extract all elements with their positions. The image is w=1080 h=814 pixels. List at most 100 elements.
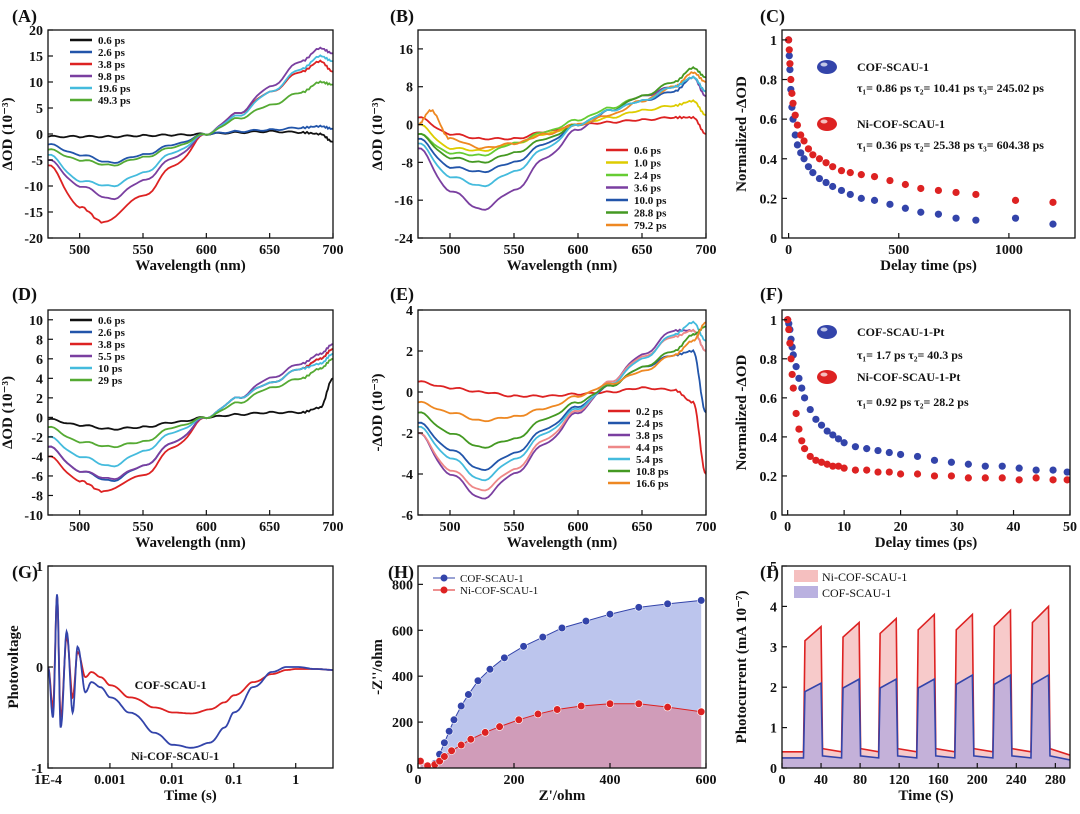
x-tick-label: 650	[259, 520, 280, 535]
legend-label: 3.8 ps	[98, 339, 126, 351]
y-tick-label: -8	[31, 489, 43, 504]
y-tick-label: 0.2	[760, 470, 778, 485]
data-point	[1063, 476, 1070, 484]
data-point	[464, 690, 473, 699]
legend-label: COF-SCAU-1	[822, 586, 891, 600]
x-tick-label: 500	[440, 243, 461, 258]
legend-swatch	[794, 586, 818, 598]
data-point	[785, 36, 793, 44]
legend-label: Ni-COF-SCAU-1	[857, 117, 945, 131]
y-axis-title: ΔOD (10⁻³)	[370, 97, 386, 170]
data-point	[457, 740, 466, 750]
data-point	[473, 676, 483, 685]
x-tick-label: 40	[1007, 520, 1021, 535]
legend-marker	[817, 325, 837, 339]
data-point	[792, 409, 800, 418]
x-tick-label: 1	[292, 773, 299, 788]
panel-c: (C) 0 500 1000 0 0.2 0.4 0.6 0.8 1 Delay time (ps)…	[734, 6, 1076, 274]
data-point	[901, 180, 909, 189]
y-tick-label: 0	[36, 661, 43, 676]
legend-label: 5.5 ps	[98, 351, 126, 363]
y-tick-label: 16	[399, 43, 413, 58]
x-tick-label: 50	[1063, 520, 1077, 535]
data-point	[851, 443, 860, 451]
data-point	[930, 456, 939, 464]
x-tick-label: 0	[784, 520, 791, 535]
x-tick-label: 120	[889, 773, 910, 788]
legend-marker	[440, 574, 448, 582]
legend-label: 16.6 ps	[636, 478, 669, 490]
x-tick-label: 700	[323, 520, 344, 535]
legend-marker-highlight	[820, 372, 828, 377]
plot-area	[48, 46, 333, 224]
y-axis-title: Photovoltage	[6, 625, 22, 709]
plot-area	[785, 36, 1057, 228]
data-point	[812, 415, 820, 423]
series-line	[418, 320, 706, 482]
plot-area	[418, 596, 706, 768]
y-tick-label: 0	[36, 411, 43, 426]
plot-area	[784, 316, 1070, 484]
axes-frame	[781, 565, 1071, 769]
panel-i: (I) 0 40 80 120 160 200 240 280 0 1 2 3 4 5 Time (S) Pho…	[734, 560, 1071, 804]
x-tick-label: 400	[600, 773, 621, 788]
plot-area	[48, 343, 333, 494]
series-line	[418, 321, 706, 423]
panel-h: (H) 0 200 400 600 0 200 400 600 800 Z'/ohm -Z''/ohm…	[370, 562, 717, 804]
x-tick-label: 200	[967, 773, 988, 788]
plot-area	[782, 604, 1070, 768]
data-point	[457, 701, 466, 711]
data-point	[440, 752, 449, 761]
series-line	[418, 325, 706, 449]
y-tick-label: 0	[36, 128, 43, 143]
legend-label: 28.8 ps	[634, 208, 667, 220]
data-point	[934, 210, 943, 218]
x-tick-label: 700	[696, 520, 717, 535]
series-line	[48, 80, 333, 167]
x-tick-label: 600	[568, 520, 589, 535]
data-point	[1032, 466, 1040, 474]
panel-a: (A) 500 550 600 650 700 -20 -15 -10 -5 0 5 10 15 20 Wav…	[0, 6, 344, 274]
data-point	[913, 452, 922, 461]
tau-annotation: τ₁= 0.36 ps τ₂= 25.38 ps τ₃= 604.38 ps	[857, 138, 1044, 152]
data-point	[797, 131, 805, 139]
axes-frame	[417, 309, 707, 516]
y-tick-label: -24	[394, 232, 413, 247]
tau-annotation: τ₁= 0.92 ps τ₂= 28.2 ps	[857, 395, 969, 409]
legend-marker	[817, 60, 837, 74]
y-tick-label: 0.6	[760, 113, 778, 128]
data-point	[901, 204, 909, 212]
y-tick-label: 0.8	[760, 74, 778, 89]
series-line	[418, 380, 706, 475]
data-point	[793, 121, 802, 129]
y-tick-label: -4	[401, 468, 413, 483]
data-point	[870, 172, 879, 181]
panel-g: (G) 1E-4 0.001 0.01 0.1 1 -1 0 1 Time (s) Photovol…	[6, 560, 334, 804]
series-line	[782, 673, 1070, 761]
data-point	[822, 159, 830, 167]
x-tick-label: 600	[568, 243, 589, 258]
legend-label: 3.6 ps	[634, 183, 662, 195]
axes-frame	[47, 309, 334, 516]
data-point	[934, 186, 943, 195]
panel-label: (H)	[388, 562, 414, 583]
data-point	[697, 596, 706, 605]
series-line	[48, 357, 333, 449]
data-point	[466, 735, 475, 744]
data-point	[557, 623, 567, 633]
data-point	[788, 370, 796, 379]
legend-label: Ni-COF-SCAU-1	[460, 585, 538, 597]
data-point	[798, 384, 806, 392]
series-line	[418, 328, 706, 500]
data-point	[822, 178, 830, 187]
data-point	[553, 705, 562, 714]
data-point	[837, 167, 846, 175]
y-tick-label: 0	[770, 232, 777, 247]
x-tick-label: 20	[894, 520, 908, 535]
x-axis-title: Delay times (ps)	[875, 535, 977, 551]
x-tick-label: 280	[1045, 773, 1066, 788]
x-axis-title: Time (s)	[164, 788, 217, 804]
data-point	[809, 151, 817, 159]
x-tick-label: 30	[950, 520, 964, 535]
data-point	[445, 727, 454, 736]
